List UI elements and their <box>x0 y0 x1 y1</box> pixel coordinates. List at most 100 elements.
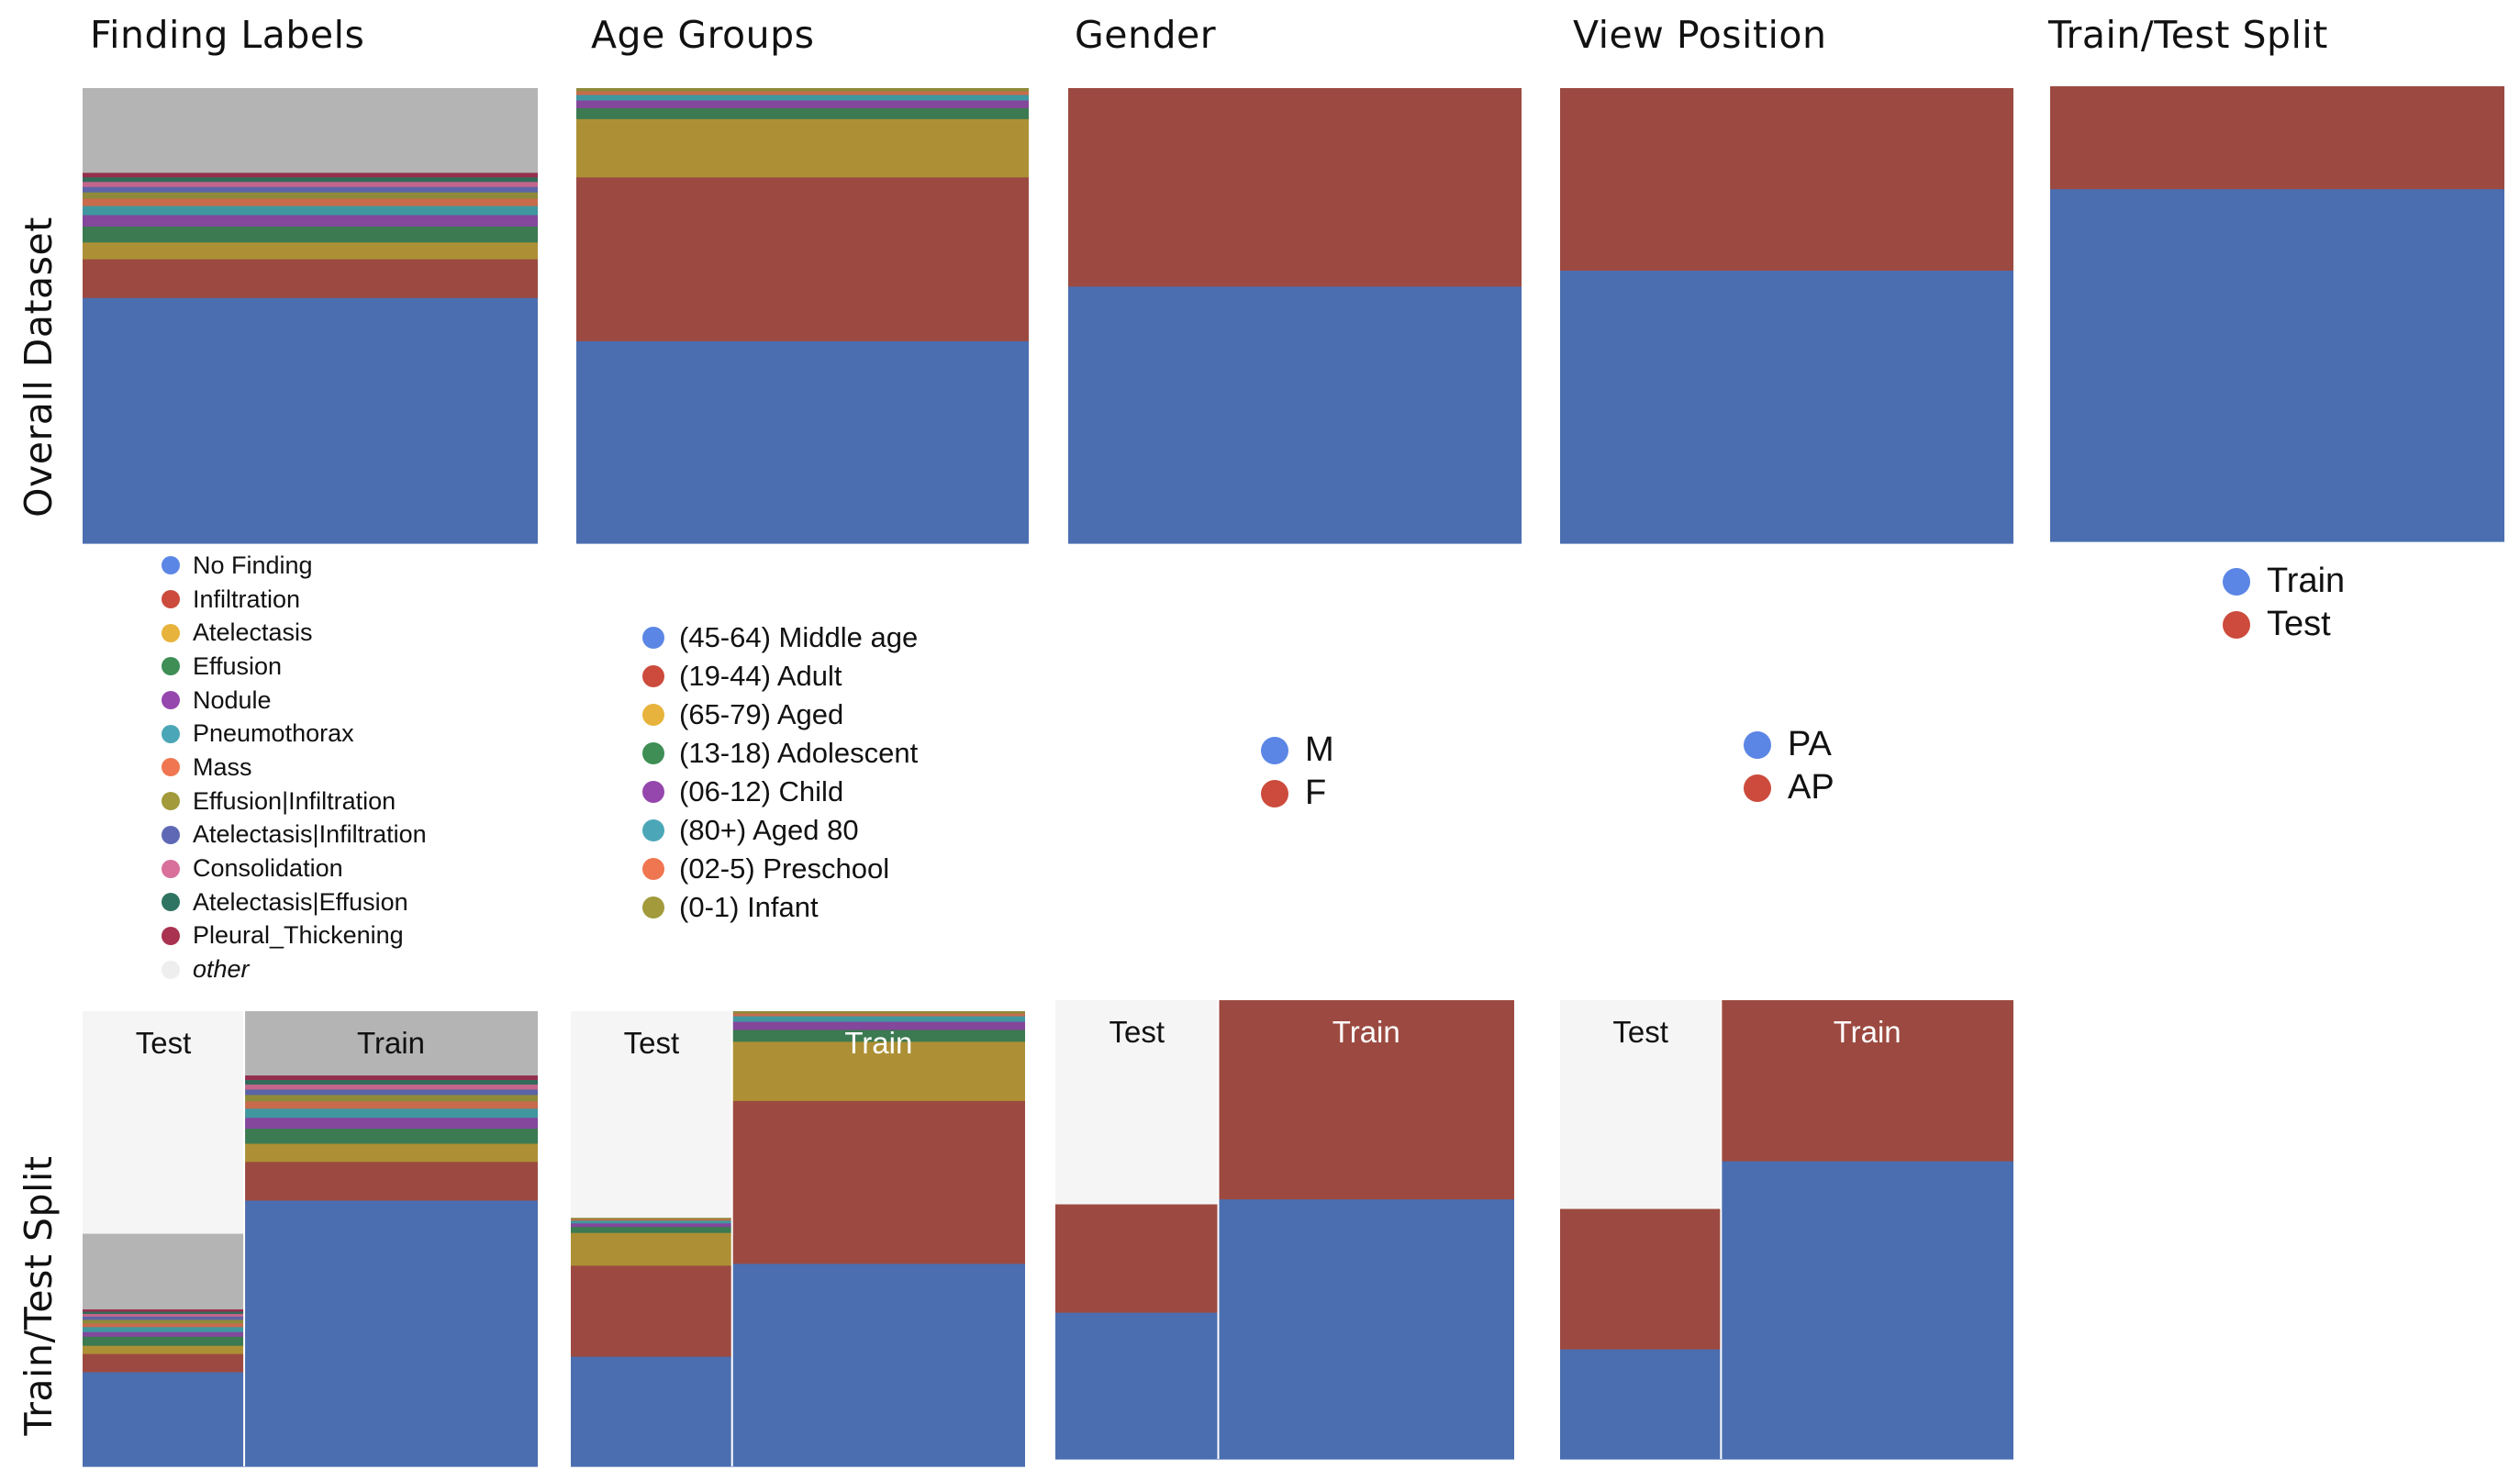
legend-finding-labels: No Finding Infiltration Atelectasis Effusio… <box>162 549 427 986</box>
segment-06-12-child <box>576 99 1029 108</box>
legend-swatch <box>162 590 180 609</box>
legend-item-65-79-aged: (65-79) Aged <box>642 696 918 734</box>
legend-label: Atelectasis|Effusion <box>193 887 408 916</box>
legend-label: (65-79) Aged <box>679 698 844 730</box>
legend-swatch <box>162 691 180 710</box>
segment-65-79-aged <box>576 118 1029 178</box>
legend-swatch <box>162 825 180 844</box>
legend-label: (80+) Aged 80 <box>679 814 859 846</box>
segment-atelectasis-infiltration <box>83 186 538 193</box>
segment-no-finding <box>83 297 538 544</box>
segment-test-nodule <box>83 1331 245 1337</box>
legend-swatch <box>642 781 664 803</box>
segment-train-0-1-infant <box>731 1011 1025 1014</box>
segment-train-effusion <box>244 1128 538 1144</box>
segment-test-m <box>1055 1312 1219 1460</box>
segment-80-aged-80 <box>576 94 1029 101</box>
legend-item-other: other <box>162 952 427 986</box>
legend-swatch <box>162 792 180 811</box>
column-label-test: Test <box>1612 1015 1668 1049</box>
legend-swatch <box>162 859 180 878</box>
legend-swatch <box>1261 779 1288 807</box>
segment-test-atelectasis-infiltration <box>83 1316 245 1320</box>
segment-train-02-5-preschool <box>731 1012 1025 1017</box>
legend-item-atelectasis-infiltration: Atelectasis|Infiltration <box>162 818 427 852</box>
chart-split-view-position: Test Train <box>1560 1000 2013 1460</box>
legend-label: (02-5) Preschool <box>679 852 890 885</box>
segment-pa <box>1560 270 2013 544</box>
legend-swatch <box>2223 567 2250 596</box>
segment-test-atelectasis <box>83 1345 245 1354</box>
column-label-train: Train <box>357 1026 425 1060</box>
legend-swatch <box>162 960 180 979</box>
legend-swatch <box>642 627 664 649</box>
chart-overall-age-groups <box>576 88 1029 544</box>
segment-test-0-1-infant <box>571 1218 732 1219</box>
segment-train-no-finding <box>244 1199 538 1467</box>
legend-item-nodule: Nodule <box>162 684 427 718</box>
legend-swatch <box>162 926 180 945</box>
segment-test-65-79-aged <box>571 1232 732 1266</box>
legend-view-position: PA AP <box>1744 723 1834 809</box>
segment-pneumothorax <box>83 205 538 216</box>
legend-item-no-finding: No Finding <box>162 549 427 583</box>
legend-age-groups: (45-64) Middle age (19-44) Adult (65-79) A… <box>642 618 918 927</box>
segment-test <box>2050 86 2504 190</box>
chart-overall-view-position <box>1560 88 2013 544</box>
legend-item-ap: AP <box>1744 766 1834 809</box>
segment-m <box>1068 285 1522 544</box>
segment-02-5-preschool <box>576 90 1029 95</box>
segment-atelectasis <box>83 241 538 260</box>
legend-label: M <box>1305 730 1334 769</box>
legend-swatch <box>162 893 180 912</box>
legend-swatch <box>642 665 664 687</box>
segment-train-other <box>244 1011 538 1076</box>
segment-train-13-18-adolescent <box>731 1029 1025 1042</box>
segment-train-infiltration <box>244 1161 538 1201</box>
segment-test-no-finding <box>83 1371 245 1467</box>
legend-item-effusion: Effusion <box>162 650 427 684</box>
legend-item-atelectasis-effusion: Atelectasis|Effusion <box>162 885 427 919</box>
segment-train-ap <box>1721 1000 2013 1162</box>
segment-test-80-aged-80 <box>571 1219 732 1224</box>
legend-label: Pneumothorax <box>193 719 354 748</box>
legend-item-pa: PA <box>1744 723 1834 766</box>
legend-swatch <box>642 742 664 764</box>
legend-swatch <box>642 896 664 919</box>
segment-train-atelectasis-infiltration <box>244 1088 538 1096</box>
segment-atelectasis-effusion <box>83 176 538 183</box>
chart-overall-train-test-split <box>2050 86 2504 542</box>
segment-test-mass <box>83 1322 245 1328</box>
legend-swatch <box>162 724 180 743</box>
segment-test-pa <box>1560 1349 1722 1460</box>
legend-item-effusion-infiltration: Effusion|Infiltration <box>162 785 427 818</box>
segment-train-nodule <box>244 1117 538 1130</box>
chart-overall-finding-labels <box>83 88 538 544</box>
segment-nodule <box>83 214 538 227</box>
column-label-test: Test <box>624 1026 680 1060</box>
column-label-test: Test <box>1109 1015 1165 1049</box>
column-label-train: Train <box>844 1026 912 1060</box>
legend-swatch <box>162 623 180 642</box>
column-title-gender: Gender <box>1075 13 1217 57</box>
segment-test-effusion-infiltration <box>83 1319 245 1324</box>
segment-train-19-44-adult <box>731 1100 1025 1264</box>
segment-train-65-79-aged <box>731 1041 1025 1101</box>
segment-train-mass <box>244 1100 538 1109</box>
legend-swatch <box>642 819 664 841</box>
segment-train-f <box>1218 1000 1514 1200</box>
segment-train-atelectasis <box>244 1142 538 1163</box>
legend-label: other <box>193 955 250 984</box>
chart-split-finding-labels: Test Train <box>83 1011 538 1467</box>
legend-label: PA <box>1788 725 1832 763</box>
segment-test-02-5-preschool <box>571 1219 732 1221</box>
segment-train-effusion-infiltration <box>244 1094 538 1102</box>
segment-test-infiltration <box>83 1353 245 1373</box>
legend-item-train: Train <box>2223 560 2345 603</box>
legend-label: F <box>1305 774 1327 812</box>
legend-label: Atelectasis <box>193 618 313 647</box>
segment-train-06-12-child <box>731 1020 1025 1030</box>
legend-label: Effusion|Infiltration <box>193 786 396 815</box>
legend-item-02-5-preschool: (02-5) Preschool <box>642 850 918 888</box>
legend-train-test-split: Train Test <box>2223 560 2345 646</box>
